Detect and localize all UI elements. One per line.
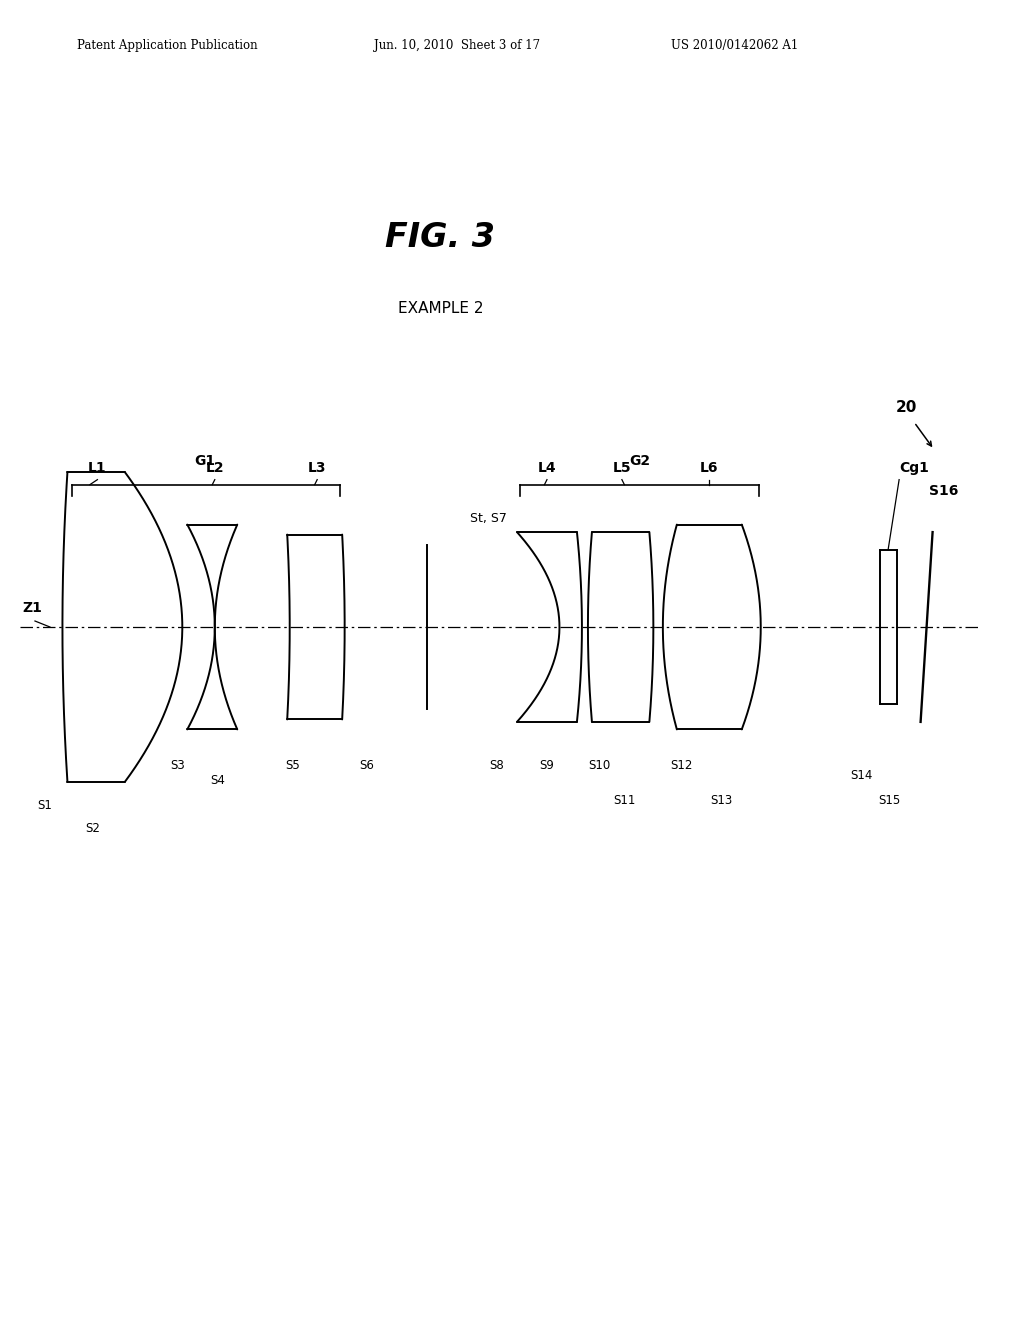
Text: EXAMPLE 2: EXAMPLE 2 [397,301,483,315]
Text: S6: S6 [359,759,375,772]
Text: L4: L4 [538,461,556,475]
Text: Cg1: Cg1 [899,461,929,475]
Text: S16: S16 [930,483,958,498]
Text: S1: S1 [38,800,52,812]
Text: Patent Application Publication: Patent Application Publication [77,38,257,51]
Text: St, S7: St, S7 [470,512,507,525]
Text: L1: L1 [88,461,106,475]
Text: S15: S15 [878,795,900,808]
Text: L6: L6 [700,461,719,475]
Text: L3: L3 [308,461,327,475]
Text: S9: S9 [540,759,554,772]
Text: Jun. 10, 2010  Sheet 3 of 17: Jun. 10, 2010 Sheet 3 of 17 [374,38,540,51]
Text: S3: S3 [170,759,184,772]
Text: FIG. 3: FIG. 3 [385,220,496,253]
Text: S10: S10 [589,759,610,772]
Text: S4: S4 [210,775,224,787]
Text: S8: S8 [489,759,505,772]
Text: S12: S12 [671,759,693,772]
Text: G1: G1 [195,454,215,467]
Text: S14: S14 [851,770,872,783]
Text: S13: S13 [711,795,733,808]
Text: G2: G2 [629,454,650,467]
Text: S11: S11 [613,795,636,808]
Text: S5: S5 [285,759,300,772]
Text: L5: L5 [612,461,631,475]
Text: Z1: Z1 [23,601,42,615]
Text: S2: S2 [85,822,100,834]
Text: L2: L2 [206,461,224,475]
Text: US 2010/0142062 A1: US 2010/0142062 A1 [671,38,798,51]
Text: 20: 20 [896,400,918,416]
